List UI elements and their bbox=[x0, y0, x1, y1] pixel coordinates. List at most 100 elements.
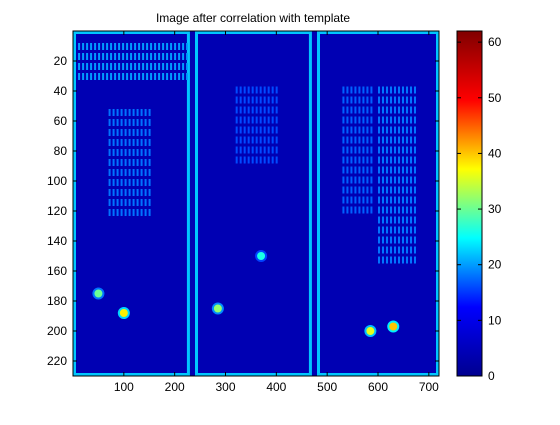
region-stroke bbox=[386, 186, 388, 194]
region-stroke bbox=[140, 199, 143, 206]
region-stroke bbox=[108, 149, 111, 156]
region-stroke bbox=[110, 73, 113, 80]
region-stroke bbox=[398, 226, 400, 234]
region-stroke bbox=[148, 109, 151, 116]
region-stroke bbox=[370, 206, 373, 214]
region-stroke bbox=[410, 176, 412, 184]
region-stroke bbox=[267, 126, 270, 134]
region-stroke bbox=[136, 139, 139, 146]
region-stroke bbox=[120, 179, 123, 186]
region-stroke bbox=[346, 156, 349, 164]
region-stroke bbox=[182, 43, 185, 50]
region-stroke bbox=[378, 236, 380, 244]
region-stroke bbox=[239, 116, 242, 124]
region-stroke bbox=[394, 216, 396, 224]
region-stroke bbox=[166, 63, 169, 70]
region-stroke bbox=[239, 96, 242, 104]
region-stroke bbox=[182, 53, 185, 60]
region-stroke bbox=[140, 119, 143, 126]
region-stroke bbox=[342, 126, 345, 134]
region-stroke bbox=[414, 236, 416, 244]
region-stroke bbox=[354, 146, 357, 154]
region-stroke bbox=[362, 146, 365, 154]
region-stroke bbox=[366, 136, 369, 144]
region-stroke bbox=[394, 146, 396, 154]
region-stroke bbox=[112, 189, 115, 196]
region-stroke bbox=[342, 166, 345, 174]
region-stroke bbox=[398, 136, 400, 144]
region-stroke bbox=[174, 53, 177, 60]
region-stroke bbox=[414, 176, 416, 184]
region-stroke bbox=[370, 116, 373, 124]
region-stroke bbox=[410, 96, 412, 104]
region-stroke bbox=[235, 136, 238, 144]
region-stroke bbox=[144, 119, 147, 126]
region-stroke bbox=[366, 106, 369, 114]
region-stroke bbox=[406, 126, 408, 134]
region-stroke bbox=[382, 126, 384, 134]
x-tick-label: 400 bbox=[266, 380, 286, 394]
region-stroke bbox=[166, 73, 169, 80]
heatmap-plot-area bbox=[72, 30, 440, 377]
region-stroke bbox=[86, 43, 89, 50]
region-stroke bbox=[98, 53, 101, 60]
region-stroke bbox=[386, 146, 388, 154]
region-stroke bbox=[350, 106, 353, 114]
region-stroke bbox=[350, 146, 353, 154]
region-stroke bbox=[382, 166, 384, 174]
region-stroke bbox=[358, 196, 361, 204]
region-stroke bbox=[136, 199, 139, 206]
region-stroke bbox=[410, 226, 412, 234]
region-stroke bbox=[378, 146, 380, 154]
region-stroke bbox=[346, 116, 349, 124]
region-stroke bbox=[98, 73, 101, 80]
region-stroke bbox=[140, 169, 143, 176]
region-stroke bbox=[346, 126, 349, 134]
region-stroke bbox=[134, 43, 137, 50]
region-stroke bbox=[342, 136, 345, 144]
region-stroke bbox=[366, 196, 369, 204]
region-stroke bbox=[144, 189, 147, 196]
region-stroke bbox=[382, 96, 384, 104]
region-stroke bbox=[354, 186, 357, 194]
region-stroke bbox=[255, 96, 258, 104]
region-stroke bbox=[414, 146, 416, 154]
region-stroke bbox=[140, 189, 143, 196]
region-stroke bbox=[390, 136, 392, 144]
region-stroke bbox=[275, 86, 278, 94]
region-stroke bbox=[414, 206, 416, 214]
region-stroke bbox=[158, 43, 161, 50]
hot-spot-6 bbox=[387, 320, 400, 333]
region-stroke bbox=[414, 106, 416, 114]
region-stroke bbox=[410, 156, 412, 164]
region-stroke bbox=[120, 119, 123, 126]
region-stroke bbox=[116, 199, 119, 206]
region-stroke bbox=[350, 196, 353, 204]
region-stroke bbox=[251, 86, 254, 94]
region-stroke bbox=[398, 206, 400, 214]
region-stroke bbox=[166, 43, 169, 50]
region-stroke bbox=[342, 196, 345, 204]
region-stroke bbox=[130, 43, 133, 50]
region-stroke bbox=[108, 179, 111, 186]
region-stroke bbox=[354, 86, 357, 94]
region-stroke bbox=[112, 109, 115, 116]
region-stroke bbox=[154, 63, 157, 70]
region-stroke bbox=[398, 246, 400, 254]
region-stroke bbox=[406, 236, 408, 244]
region-stroke bbox=[102, 43, 105, 50]
region-stroke bbox=[410, 116, 412, 124]
x-tick-label: 600 bbox=[368, 380, 388, 394]
region-stroke bbox=[350, 176, 353, 184]
region-stroke bbox=[386, 116, 388, 124]
region-stroke bbox=[140, 149, 143, 156]
colorbar-tick-label: 60 bbox=[488, 35, 502, 49]
region-stroke bbox=[362, 196, 365, 204]
region-stroke bbox=[132, 129, 135, 136]
region-stroke bbox=[124, 129, 127, 136]
region-stroke bbox=[394, 116, 396, 124]
region-stroke bbox=[138, 73, 141, 80]
region-stroke bbox=[126, 53, 129, 60]
region-stroke bbox=[132, 139, 135, 146]
region-stroke bbox=[146, 63, 149, 70]
